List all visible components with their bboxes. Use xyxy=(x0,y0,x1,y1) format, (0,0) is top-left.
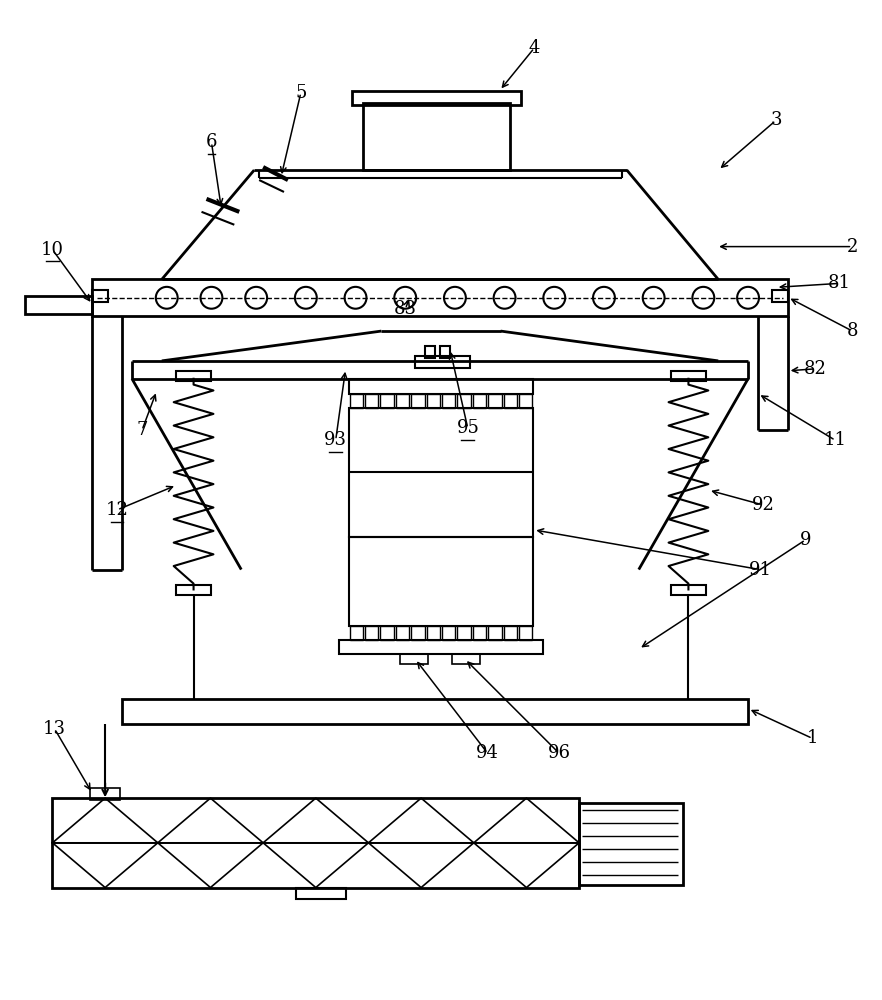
Bar xyxy=(365,394,378,408)
Bar xyxy=(296,888,346,899)
Bar xyxy=(452,654,480,664)
Bar xyxy=(349,626,363,640)
Text: 6: 6 xyxy=(206,133,217,151)
Bar xyxy=(489,626,502,640)
Bar xyxy=(442,394,455,408)
Bar xyxy=(122,699,748,724)
Text: 12: 12 xyxy=(106,501,129,519)
Bar xyxy=(396,394,409,408)
Text: 92: 92 xyxy=(751,496,774,514)
Bar xyxy=(504,394,517,408)
Bar xyxy=(489,394,502,408)
Bar xyxy=(411,626,424,640)
Bar xyxy=(365,626,378,640)
Bar xyxy=(519,394,533,408)
Text: 11: 11 xyxy=(824,431,847,449)
Text: 1: 1 xyxy=(807,729,818,747)
Bar xyxy=(425,346,435,358)
Text: 95: 95 xyxy=(456,419,479,437)
Text: 8: 8 xyxy=(847,322,858,340)
Bar xyxy=(579,803,684,885)
Bar xyxy=(25,296,93,314)
Bar xyxy=(176,371,212,381)
Text: 2: 2 xyxy=(847,238,858,256)
Bar xyxy=(380,626,393,640)
Bar xyxy=(411,394,424,408)
Text: 10: 10 xyxy=(41,241,64,259)
Bar xyxy=(519,626,533,640)
Bar xyxy=(380,394,393,408)
Text: 81: 81 xyxy=(828,274,851,292)
Bar xyxy=(427,626,440,640)
Bar xyxy=(352,91,521,105)
Text: 82: 82 xyxy=(804,360,827,378)
Text: 4: 4 xyxy=(528,39,540,57)
Bar xyxy=(473,626,486,640)
Bar xyxy=(396,626,409,640)
Bar xyxy=(670,585,706,595)
Text: 13: 13 xyxy=(43,720,66,738)
Text: 3: 3 xyxy=(770,111,781,129)
Bar xyxy=(52,798,579,888)
Bar xyxy=(442,626,455,640)
Bar xyxy=(339,640,543,654)
Bar xyxy=(504,626,517,640)
Text: 5: 5 xyxy=(295,84,307,102)
Bar xyxy=(427,394,440,408)
Bar xyxy=(415,356,470,368)
Bar xyxy=(348,379,534,394)
Text: 9: 9 xyxy=(800,531,811,549)
Bar xyxy=(348,537,534,626)
Text: 96: 96 xyxy=(548,744,571,762)
Text: 83: 83 xyxy=(393,300,416,318)
Text: 94: 94 xyxy=(476,744,499,762)
Bar xyxy=(458,626,471,640)
Bar xyxy=(458,394,471,408)
Bar xyxy=(90,788,120,800)
Bar xyxy=(772,290,788,302)
Bar xyxy=(176,585,212,595)
Text: 93: 93 xyxy=(325,431,348,449)
Bar xyxy=(400,654,428,664)
Bar xyxy=(473,394,486,408)
Bar xyxy=(363,103,510,170)
Bar xyxy=(349,394,363,408)
Bar xyxy=(348,408,534,537)
Text: 91: 91 xyxy=(749,561,772,579)
Text: 7: 7 xyxy=(136,421,147,439)
Bar xyxy=(93,290,108,302)
Bar xyxy=(440,346,450,358)
Bar xyxy=(93,279,788,316)
Bar xyxy=(670,371,706,381)
